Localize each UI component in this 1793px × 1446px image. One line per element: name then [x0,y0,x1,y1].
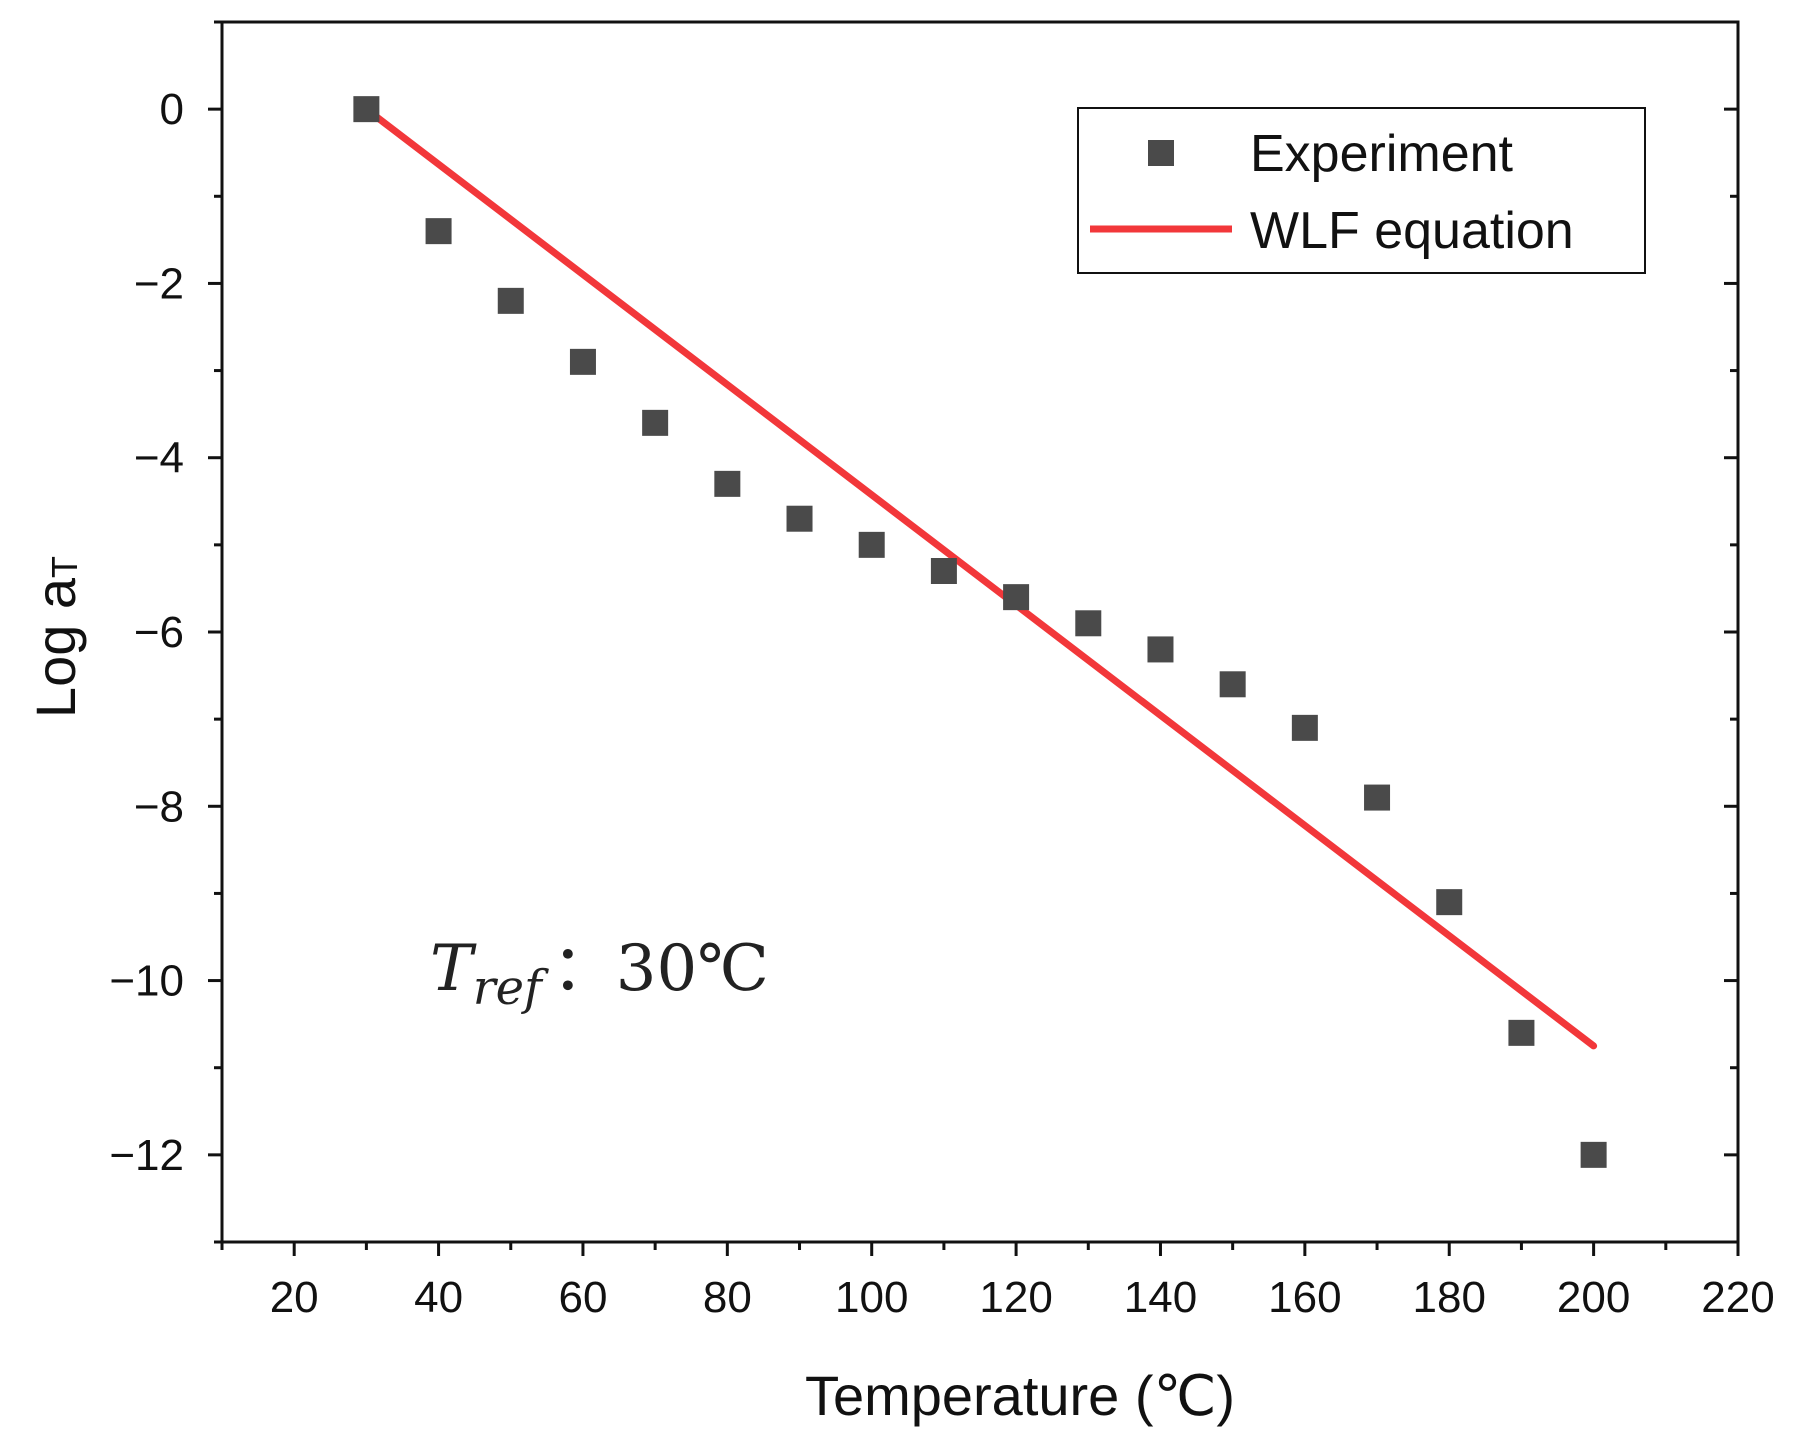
y-tick-label: −12 [109,1131,184,1180]
experiment-point [353,96,380,123]
experiment-point [425,218,452,245]
experiment-point [1508,1019,1535,1046]
experiment-point [1219,671,1246,698]
y-axis-title-main: Log a [24,577,87,718]
legend-experiment-label: Experiment [1250,125,1514,183]
y-tick-label: −10 [109,957,184,1006]
x-tick-label: 120 [979,1273,1052,1322]
y-tick-label: 0 [160,85,184,134]
experiment-point [858,531,885,558]
legend-box [1077,107,1646,274]
x-tick-label: 40 [414,1273,463,1322]
x-tick-label: 20 [270,1273,319,1322]
y-axis-title: Log aT [24,556,87,718]
experiment-point [786,505,813,532]
experiment-point [569,348,596,375]
tref-annotation-sub: ref [473,960,549,1016]
x-tick-label: 140 [1124,1273,1197,1322]
experiment-point [714,470,741,497]
x-tick-label: 220 [1701,1273,1774,1322]
x-tick-label: 160 [1268,1273,1341,1322]
experiment-point [497,287,524,314]
experiment-point [1075,610,1102,637]
experiment-point [930,558,957,584]
experiment-point [1580,1141,1607,1168]
wlf-line [362,105,1598,1050]
experiment-point [1003,584,1030,611]
wlf-line-layer [362,105,1598,1050]
experiment-point [1436,889,1463,916]
x-tick-label: 200 [1557,1273,1630,1322]
x-tick-label: 80 [703,1273,752,1322]
x-tick-label: 180 [1413,1273,1486,1322]
x-tick-label: 100 [835,1273,908,1322]
y-tick-label: −4 [134,434,184,483]
legend: Experiment WLF equation [1077,107,1646,274]
legend-wlf-label: WLF equation [1250,202,1574,260]
tref-annotation-value: ：30℃ [552,932,769,1006]
x-tick-labels: 20 40 60 80 100 120 140 160 180 200 220 [270,1273,1775,1322]
experiment-point [642,409,669,436]
y-tick-labels: 0 −2 −4 −6 −8 −10 −12 [109,85,184,1180]
experiment-point [1364,784,1391,811]
experiment-points [353,96,1607,1168]
experiment-point [1147,636,1174,663]
tref-annotation-main: T [430,932,477,1006]
x-axis-title: Temperature (℃) [805,1364,1235,1427]
y-tick-label: −6 [134,608,184,657]
y-tick-label: −2 [134,259,184,308]
experiment-point [1291,714,1318,741]
axis-ticks [208,20,1740,1256]
tref-annotation: Tref ：30℃ [430,932,769,1016]
y-tick-label: −8 [134,782,184,831]
y-axis-title-sub: T [44,556,85,578]
x-tick-label: 60 [558,1273,607,1322]
legend-experiment-marker [1148,140,1174,166]
